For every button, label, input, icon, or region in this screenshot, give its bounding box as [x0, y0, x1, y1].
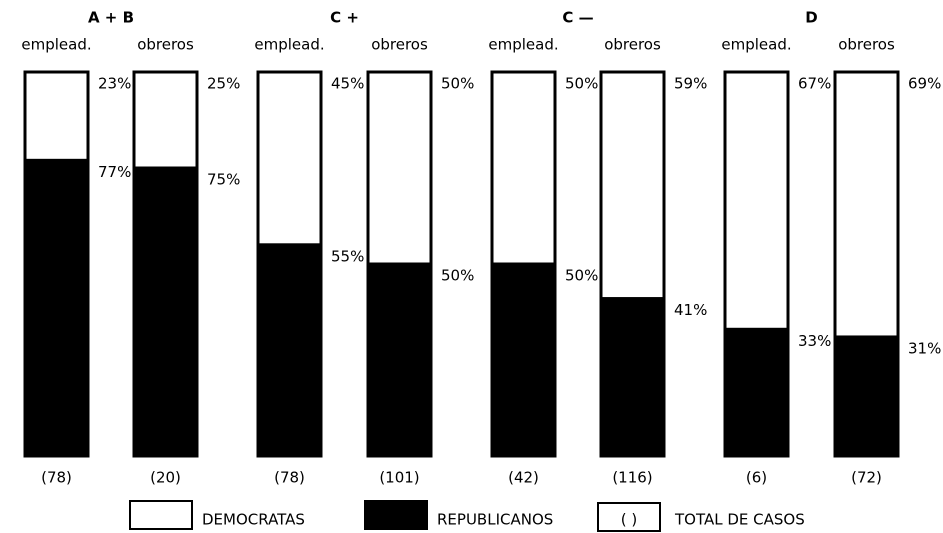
value-label: 50%	[565, 75, 598, 93]
total-label: (101)	[379, 469, 419, 487]
group-label: D	[805, 9, 817, 27]
value-label: 23%	[98, 75, 131, 93]
bar-segment	[256, 243, 323, 458]
bar-segment	[23, 70, 90, 162]
value-label: 75%	[207, 171, 240, 189]
value-label: 69%	[908, 75, 941, 93]
bar-label: obreros	[604, 36, 661, 54]
value-label: 50%	[441, 267, 474, 285]
legend-label: DEMOCRATAS	[202, 511, 305, 529]
legend-swatch	[364, 500, 428, 530]
bar-label: obreros	[838, 36, 895, 54]
value-label: 50%	[565, 267, 598, 285]
bar-segment	[366, 262, 433, 458]
bar-segment	[366, 70, 433, 266]
total-label: (78)	[41, 469, 72, 487]
bar-segment	[723, 70, 790, 331]
legend-swatch	[597, 502, 661, 532]
value-label: 50%	[441, 75, 474, 93]
value-label: 25%	[207, 75, 240, 93]
bar-segment	[599, 70, 666, 301]
group-label: A + B	[88, 9, 134, 27]
total-label: (20)	[150, 469, 181, 487]
total-label: (78)	[274, 469, 305, 487]
bar-segment	[23, 158, 90, 458]
bar-label: obreros	[371, 36, 428, 54]
group-label: C —	[562, 9, 593, 27]
bar-label: emplead.	[488, 36, 558, 54]
bar-segment	[132, 70, 199, 170]
legend-label: TOTAL DE CASOS	[674, 511, 805, 529]
bar-segment	[599, 297, 666, 458]
value-label: 77%	[98, 163, 131, 181]
total-label: (6)	[746, 469, 767, 487]
bar-label: emplead.	[21, 36, 91, 54]
bar-segment	[833, 70, 900, 339]
total-label: (72)	[851, 469, 882, 487]
value-label: 55%	[331, 247, 364, 265]
total-label: (116)	[612, 469, 652, 487]
value-label: 59%	[674, 75, 707, 93]
bar-segment	[723, 327, 790, 458]
value-label: 41%	[674, 301, 707, 319]
bar-segment	[132, 166, 199, 458]
legend-symbol: ( )	[621, 511, 637, 529]
bar-label: obreros	[137, 36, 194, 54]
group-label: C +	[330, 9, 359, 27]
bar-segment	[490, 262, 557, 458]
bar-segment	[833, 335, 900, 458]
bar-label: emplead.	[721, 36, 791, 54]
value-label: 67%	[798, 75, 831, 93]
total-label: (42)	[508, 469, 539, 487]
bar-segment	[490, 70, 557, 266]
legend-swatch	[129, 500, 193, 530]
bar-segment	[256, 70, 323, 247]
value-label: 45%	[331, 75, 364, 93]
legend-label: REPUBLICANOS	[437, 511, 553, 529]
value-label: 31%	[908, 339, 941, 357]
bar-label: emplead.	[254, 36, 324, 54]
value-label: 33%	[798, 332, 831, 350]
